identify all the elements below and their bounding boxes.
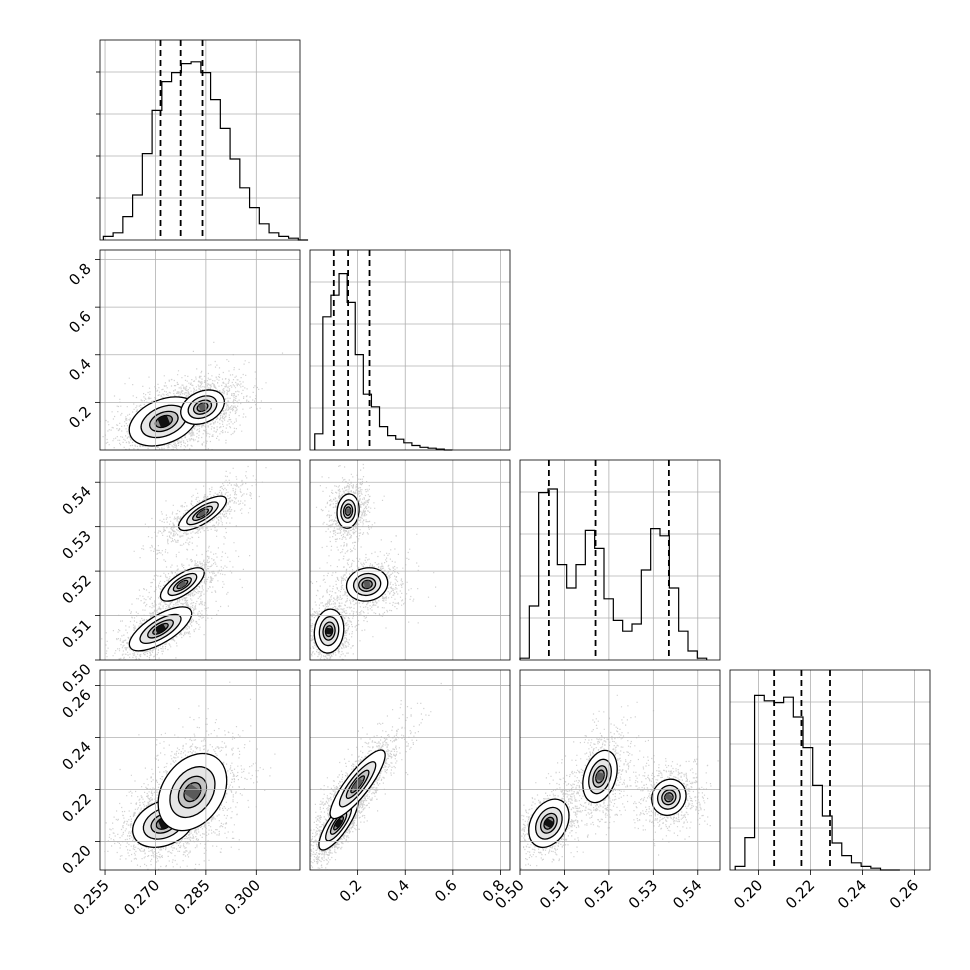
y-tick-label: 0.24: [58, 738, 94, 774]
x-tick-label: 0.26: [886, 876, 922, 912]
panel-background: [310, 250, 510, 450]
histogram-step: [102, 61, 309, 241]
x-tick-label: 0.300: [221, 876, 264, 919]
density-panel-0-3: [99, 669, 301, 871]
x-tick-label: 0.51: [536, 876, 572, 912]
panel-frame: [99, 669, 301, 871]
density-mode-2: [177, 495, 228, 532]
x-tick-label: 0.6: [431, 876, 461, 906]
x-tick-label: 0.270: [120, 876, 163, 919]
x-tick-label: 0.255: [70, 876, 113, 919]
histogram-step: [519, 488, 708, 660]
panel-frame: [519, 459, 721, 661]
histogram-panel-2: [519, 459, 721, 661]
y-tick-label: 0.52: [58, 571, 94, 607]
x-tick-label: 0.53: [625, 876, 661, 912]
density-mode-2: [336, 493, 360, 529]
density-panel-2-3: [519, 669, 721, 871]
density-content: [310, 463, 437, 660]
density-peak: [334, 818, 343, 829]
density-panel-1-3: [309, 669, 511, 871]
panel-frame: [99, 39, 301, 241]
panel-frame: [309, 669, 511, 871]
y-tick-label: 0.26: [58, 686, 94, 722]
panel-frame: [99, 459, 301, 661]
histogram-panel-0: [96, 39, 309, 241]
density-peak: [157, 415, 171, 428]
x-tick-label: 0.2: [336, 876, 366, 906]
density-mode-1: [345, 567, 389, 602]
density-peak: [345, 508, 351, 514]
density-panel-0-2: [99, 459, 301, 661]
density-mode-1: [157, 752, 228, 832]
density-peak: [363, 580, 371, 589]
y-tick-label: 0.4: [65, 355, 95, 385]
density-content: [104, 681, 276, 870]
panel-frame: [99, 249, 301, 451]
density-content: [101, 465, 267, 660]
panel-background: [310, 670, 510, 870]
panel-background: [100, 40, 300, 240]
y-tick-label: 0.6: [65, 307, 95, 337]
density-panel-0-1: [99, 249, 301, 451]
x-tick-label: 0.4: [383, 876, 413, 906]
panel-frame: [309, 249, 511, 451]
density-content: [100, 341, 284, 450]
density-peak: [154, 623, 167, 634]
y-tick-label: 0.53: [58, 527, 94, 563]
x-tick-label: 0.285: [171, 876, 214, 919]
x-tick-label: 0.24: [834, 876, 870, 912]
density-peak: [325, 627, 333, 635]
sample-points: [520, 694, 719, 870]
panel-frame: [519, 669, 721, 871]
density-mode-2: [651, 778, 687, 816]
y-tick-label: 0.54: [58, 482, 94, 518]
density-panel-1-2: [309, 459, 511, 661]
y-tick-label: 0.20: [58, 842, 94, 878]
density-mode-0: [528, 798, 570, 848]
density-peak: [178, 580, 187, 589]
y-tick-label: 0.22: [58, 790, 94, 826]
histogram-step: [314, 273, 453, 451]
x-tick-label: 0.54: [669, 876, 705, 912]
density-peak: [198, 509, 207, 518]
density-peak: [543, 818, 555, 829]
density-peak: [595, 771, 605, 782]
x-tick-label: 0.20: [730, 876, 766, 912]
density-mode-0: [313, 608, 345, 654]
density-mode-1: [159, 567, 205, 602]
y-tick-label: 0.8: [65, 260, 95, 290]
density-mode-1: [180, 389, 225, 425]
histogram-step: [734, 694, 900, 871]
histogram-panel-3: [729, 669, 931, 871]
panel-background: [520, 460, 720, 660]
histogram-panel-1: [309, 249, 511, 451]
y-tick-label: 0.51: [58, 616, 94, 652]
x-tick-label: 0.52: [580, 876, 616, 912]
density-peak: [664, 793, 674, 802]
panel-background: [100, 460, 300, 660]
density-peak: [183, 783, 202, 801]
density-mode-0: [128, 606, 193, 652]
panel-frame: [309, 459, 511, 661]
y-tick-label: 0.2: [65, 402, 95, 432]
panel-frame: [729, 669, 931, 871]
density-peak: [198, 402, 207, 412]
x-tick-label: 0.22: [782, 876, 818, 912]
